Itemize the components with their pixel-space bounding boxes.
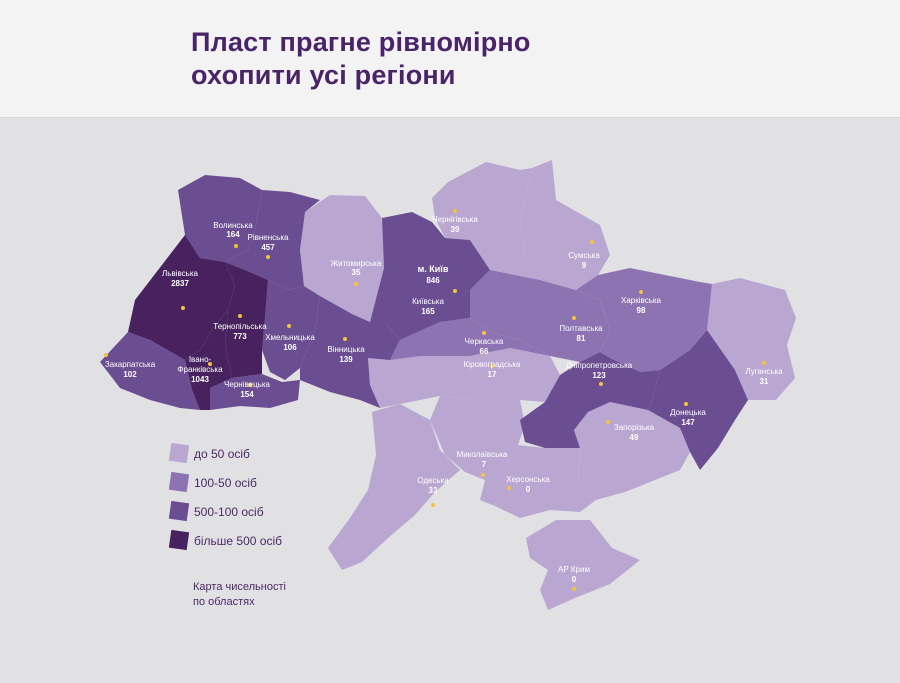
label-mykolaiv: Миколаївська [457,450,508,459]
region-zaporizhzhia[interactable] [574,402,690,500]
label-crimea: АР Крим [558,565,590,574]
count-chernihiv: 39 [451,225,460,234]
region-zakarpattia[interactable] [100,332,200,410]
label-zaporizhzhia: Запорізька [614,423,655,432]
count-kherson: 0 [526,485,531,494]
legend-swatch-tier3 [168,500,190,522]
region-zhytomyr[interactable] [300,195,384,322]
label-poltava: Полтавська [559,324,603,333]
ukraine-map: Волинська 164 Рівненська 457 Львівська 2… [100,160,796,610]
region-khmelnytskyi[interactable] [262,280,320,380]
count-sumy: 9 [582,261,587,270]
label-odesa: Одеська [417,476,449,485]
page-title: Пласт прагне рівномірно охопити усі регі… [191,26,531,92]
region-donetsk[interactable] [648,330,748,470]
count-crimea: 0 [572,575,577,584]
legend-label: до 50 осіб [194,447,250,461]
count-mykolaiv: 7 [482,460,487,469]
region-chernihiv[interactable] [432,162,540,280]
legend-swatch-tier2 [168,471,190,493]
region-sumy[interactable] [520,160,610,290]
count-kyiv-city: 846 [426,276,440,285]
legend-swatch-tier4 [168,529,190,551]
label-cherkasy: Черкаська [465,337,504,346]
map-caption-line-1: Карта чисельності [193,581,286,593]
count-kharkiv: 98 [637,306,646,315]
region-odesa[interactable] [328,404,460,570]
map-regions [100,160,796,610]
label-donetsk: Донецька [670,408,706,417]
count-lviv: 2837 [171,279,189,288]
region-poltava[interactable] [470,270,610,362]
header-banner: Пласт прагне рівномірно охопити усі регі… [0,0,900,118]
label-sumy: Сумська [568,251,600,260]
count-rivne: 457 [261,243,275,252]
count-khmelnytskyi: 106 [283,343,297,352]
region-ternopil[interactable] [225,262,268,378]
region-kherson[interactable] [480,445,596,518]
count-zhytomyr: 35 [352,268,361,277]
count-cherkasy: 66 [480,347,489,356]
region-volyn[interactable] [178,175,262,262]
count-donetsk: 147 [681,418,695,427]
region-rivne[interactable] [225,190,320,290]
region-cherkasy[interactable] [390,318,550,360]
page-title-line-1: Пласт прагне рівномірно [191,27,531,57]
label-vinnytsia: Вінницька [327,345,365,354]
label-dnipro: Дніпропетровська [566,361,633,370]
page-title-line-2: охопити усі регіони [191,60,456,90]
map-caption: Карта чисельності по областях [193,580,286,610]
label-kyiv: Київська [412,297,444,306]
count-chernivtsi: 154 [240,390,254,399]
count-luhansk: 31 [760,377,769,386]
label-kirovohrad: Кіровоградська [464,360,521,369]
region-kharkiv[interactable] [576,268,712,372]
count-kyiv: 165 [421,307,435,316]
count-kirovohrad: 17 [488,370,497,379]
count-zakarpattia: 102 [123,370,137,379]
label-zakarpattia: Закарпатська [105,360,156,369]
region-kyiv-city[interactable] [414,252,448,288]
label-luhansk: Луганська [745,367,783,376]
region-lviv[interactable] [128,235,235,360]
count-ivano-frankivsk: 1043 [191,375,209,384]
label-kyiv-city: м. Київ [418,264,449,274]
map-caption-line-2: по областях [193,596,255,608]
label-ivano-frankivsk-1: Івано- [189,355,212,364]
count-ternopil: 773 [233,332,247,341]
region-vinnytsia[interactable] [300,296,400,408]
label-kharkiv: Харківська [621,296,662,305]
region-ivano-frankivsk[interactable] [185,310,232,410]
label-ternopil: Тернопільська [213,322,267,331]
label-zhytomyr: Житомирська [331,259,382,268]
legend-label: 500-100 осіб [194,505,264,519]
count-zaporizhzhia: 49 [630,433,639,442]
legend-label: більше 500 осіб [194,534,282,548]
legend-swatch-tier1 [168,442,190,464]
label-kherson: Херсонська [506,475,550,484]
region-luhansk[interactable] [707,278,796,400]
region-dnipro[interactable] [520,352,660,448]
count-vinnytsia: 139 [339,355,353,364]
region-labels: Волинська 164 Рівненська 457 Львівська 2… [105,215,783,584]
region-kirovohrad[interactable] [368,348,560,408]
label-chernihiv: Чернігівська [432,215,478,224]
label-khmelnytskyi: Хмельницька [265,333,315,342]
region-chernivtsi[interactable] [210,374,300,410]
label-chernivtsi: Чернівецька [224,380,270,389]
city-markers [104,209,766,591]
region-crimea[interactable] [526,520,640,610]
label-volyn: Волинська [213,221,253,230]
region-mykolaiv[interactable] [430,396,525,480]
label-rivne: Рівненська [248,233,289,242]
legend-label: 100-50 осіб [194,476,257,490]
label-ivano-frankivsk-2: Франківська [177,365,223,374]
label-lviv: Львівська [162,269,198,278]
count-odesa: 33 [429,486,438,495]
count-poltava: 81 [577,334,586,343]
count-dnipro: 123 [592,371,606,380]
count-volyn: 164 [226,230,240,239]
